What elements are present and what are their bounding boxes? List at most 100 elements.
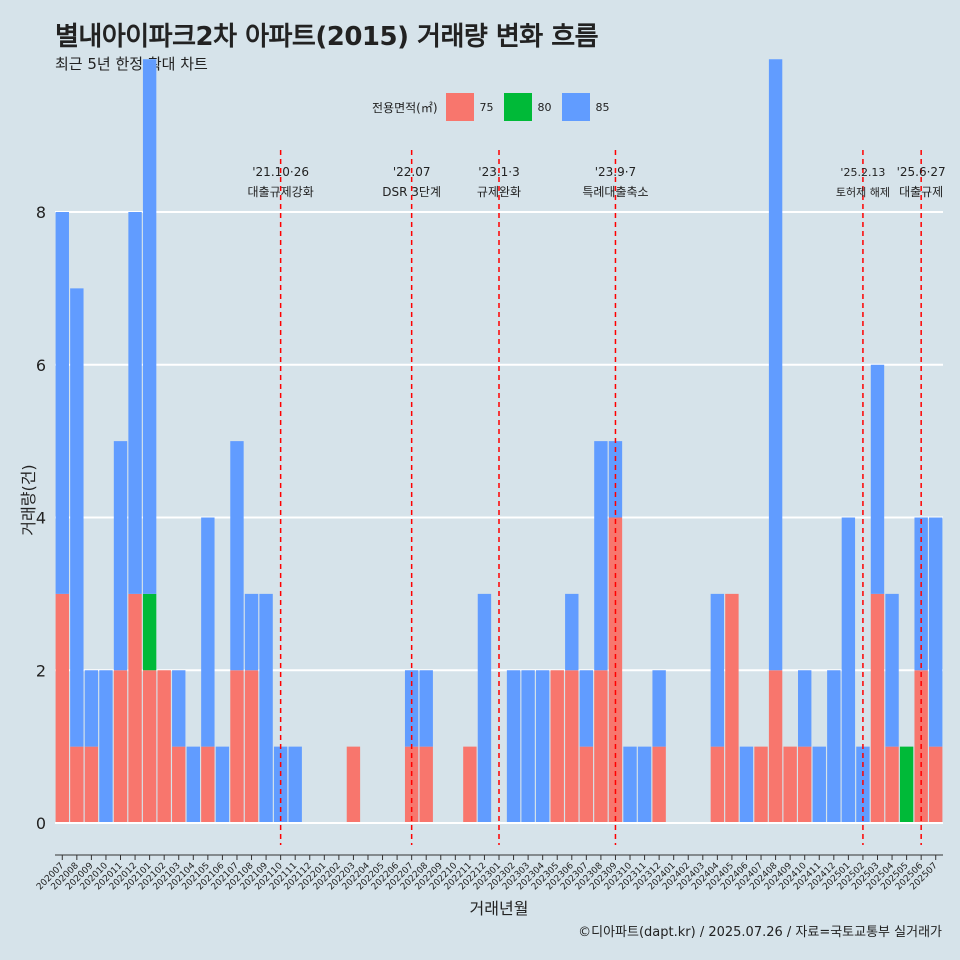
bar-85-202503 — [870, 364, 885, 594]
event-date-label: '23.1·3 — [478, 165, 519, 179]
bar-85-202011 — [113, 441, 128, 671]
bar-85-202306 — [565, 593, 579, 671]
event-date-label: '25.6·27 — [897, 165, 946, 179]
bar-85-202208 — [419, 670, 433, 747]
bar-85-202106 — [215, 746, 230, 823]
x-axis-title: 거래년월 — [470, 899, 529, 918]
event-text-label: DSR 3단계 — [382, 185, 441, 199]
legend-label-80: 80 — [537, 100, 552, 114]
bar-75-202108 — [244, 670, 259, 823]
bar-85-202507 — [929, 517, 943, 747]
bar-85-202007 — [55, 212, 69, 594]
bar-75-202409 — [783, 746, 797, 823]
legend-item-85: 85 — [561, 93, 610, 121]
bar-85-202312 — [652, 670, 666, 747]
bar-85-202010 — [99, 670, 113, 823]
bar-75-202008 — [70, 746, 84, 823]
event-text-label: 토허제 해제 — [836, 185, 890, 199]
bar-75-202011 — [113, 670, 128, 823]
bar-75-202312 — [652, 746, 666, 823]
bar-75-202503 — [870, 593, 885, 823]
bar-75-202105 — [201, 746, 215, 823]
bar-75-202107 — [230, 670, 244, 823]
bar-75-202009 — [84, 746, 99, 823]
bar-75-202306 — [565, 670, 579, 823]
bar-75-202309 — [608, 517, 623, 823]
legend-swatch-75 — [445, 93, 474, 121]
bar-75-202504 — [885, 746, 899, 823]
legend-label-75: 75 — [479, 100, 494, 114]
bar-75-202208 — [419, 746, 433, 823]
bar-85-202501 — [841, 517, 856, 823]
bar-75-202103 — [172, 746, 186, 823]
source-caption: ©디아파트(dapt.kr) / 2025.07.26 / 자료=국토교통부 실… — [578, 925, 942, 940]
y-tick-label: 6 — [36, 356, 46, 375]
bar-85-202412 — [827, 670, 841, 823]
bar-85-202009 — [84, 670, 99, 747]
legend-label-85: 85 — [595, 100, 610, 114]
bar-85-202212 — [477, 593, 492, 823]
bar-85-202406 — [739, 746, 754, 823]
event-date-label: '21.10·26 — [252, 165, 309, 179]
chart-title: 별내아이파크2차 아파트(2015) 거래량 변화 흐름 — [55, 22, 599, 52]
legend-item-80: 80 — [503, 93, 552, 121]
bar-85-202109 — [259, 593, 273, 823]
y-axis-title: 거래량(건) — [19, 464, 38, 535]
bar-75-202404 — [710, 746, 725, 823]
event-text-label: 특례대출축소 — [582, 185, 648, 199]
bar-85-202411 — [812, 746, 826, 823]
bar-85-202410 — [798, 670, 812, 747]
bar-75-202308 — [594, 670, 608, 823]
event-text-label: 대출규제 — [899, 185, 943, 199]
bar-85-202108 — [244, 593, 259, 671]
event-text-label: 규제완화 — [477, 185, 521, 199]
legend-swatch-85 — [561, 93, 590, 121]
bar-85-202107 — [230, 441, 244, 671]
bar-75-202101 — [142, 670, 157, 823]
bar-75-202007 — [55, 593, 69, 823]
event-date-label: '23.9·7 — [595, 165, 636, 179]
event-date-label: '22.07 — [393, 165, 431, 179]
legend: 전용면적(㎡) 75 80 85 — [372, 93, 620, 121]
bar-85-202008 — [70, 288, 84, 747]
bar-85-202408 — [768, 59, 783, 671]
bar-85-202104 — [186, 746, 200, 823]
bar-75-202410 — [798, 746, 812, 823]
legend-swatch-80 — [503, 93, 532, 121]
legend-item-75: 75 — [445, 93, 494, 121]
bar-75-202102 — [157, 670, 171, 823]
bar-85-202103 — [172, 670, 186, 747]
bar-80-202101 — [142, 593, 157, 671]
bar-85-202303 — [521, 670, 535, 823]
bar-75-202405 — [725, 593, 739, 823]
bar-85-202105 — [201, 517, 215, 747]
bar-75-202305 — [550, 670, 564, 823]
bar-75-202203 — [346, 746, 361, 823]
bar-85-202311 — [637, 746, 652, 823]
bar-75-202211 — [463, 746, 477, 823]
bar-75-202012 — [128, 593, 142, 823]
bar-85-202101 — [142, 59, 157, 594]
event-date-label: '25.2.13 — [840, 166, 885, 179]
bar-85-202307 — [579, 670, 594, 747]
bar-85-202404 — [710, 593, 725, 747]
bar-85-202302 — [506, 670, 521, 823]
bar-85-202308 — [594, 441, 608, 671]
bar-85-202012 — [128, 212, 142, 594]
bar-85-202309 — [608, 441, 623, 518]
y-tick-label: 4 — [36, 509, 46, 528]
event-text-label: 대출규제강화 — [248, 185, 314, 199]
bar-75-202507 — [929, 746, 943, 823]
bar-85-202304 — [535, 670, 550, 823]
y-tick-label: 2 — [36, 661, 46, 680]
bar-85-202310 — [623, 746, 637, 823]
legend-title: 전용면적(㎡) — [372, 100, 438, 115]
y-tick-label: 0 — [36, 814, 46, 833]
bar-75-202407 — [754, 746, 768, 823]
chart-subtitle: 최근 5년 한정 확대 차트 — [55, 55, 208, 73]
bar-85-202111 — [288, 746, 302, 823]
y-tick-label: 8 — [36, 203, 46, 222]
bar-75-202307 — [579, 746, 594, 823]
bar-80-202505 — [899, 746, 914, 823]
